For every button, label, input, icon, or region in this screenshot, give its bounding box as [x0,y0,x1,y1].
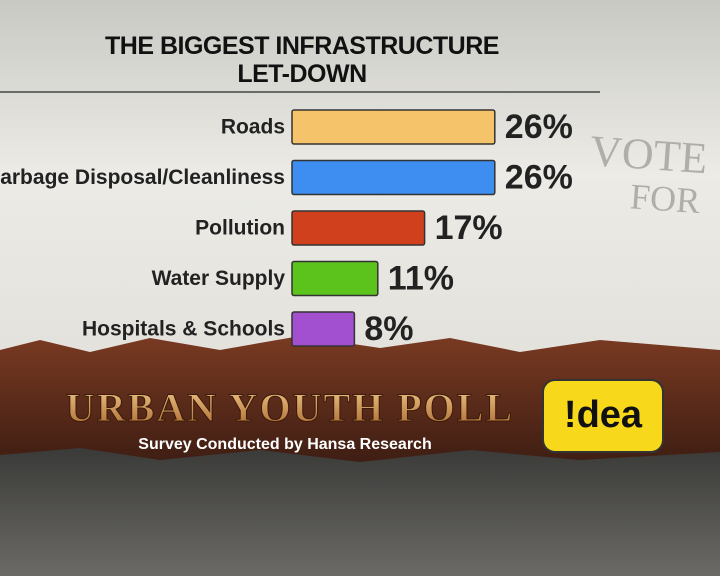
value-label: 11% [388,259,454,297]
bar [291,311,356,347]
graffiti: FOR [629,176,702,221]
category-label: Water Supply [152,267,286,290]
graffiti: VOTE [589,126,709,183]
category-label: Roads [221,116,285,139]
value-label: 8% [364,310,413,348]
chart-title: THE BIGGEST INFRASTRUCTURE LET-DOWN [105,32,499,88]
logo-box [542,379,664,453]
brand-title: URBAN YOUTH POLL [66,385,514,430]
bar [291,210,426,246]
ground [0,448,720,576]
logo: !dea [564,394,643,436]
category-label: Garbage Disposal/Cleanliness [0,166,285,189]
category-label: Pollution [195,217,285,240]
category-label: Hospitals & Schools [82,318,285,341]
bar [291,159,496,196]
bar [291,260,379,297]
value-label: 17% [435,209,503,247]
brick-wall [0,336,720,470]
value-label: 26% [505,108,573,146]
value-label: 26% [505,158,573,196]
subtitle: Survey Conducted by Hansa Research [138,436,431,453]
bar [291,109,496,145]
